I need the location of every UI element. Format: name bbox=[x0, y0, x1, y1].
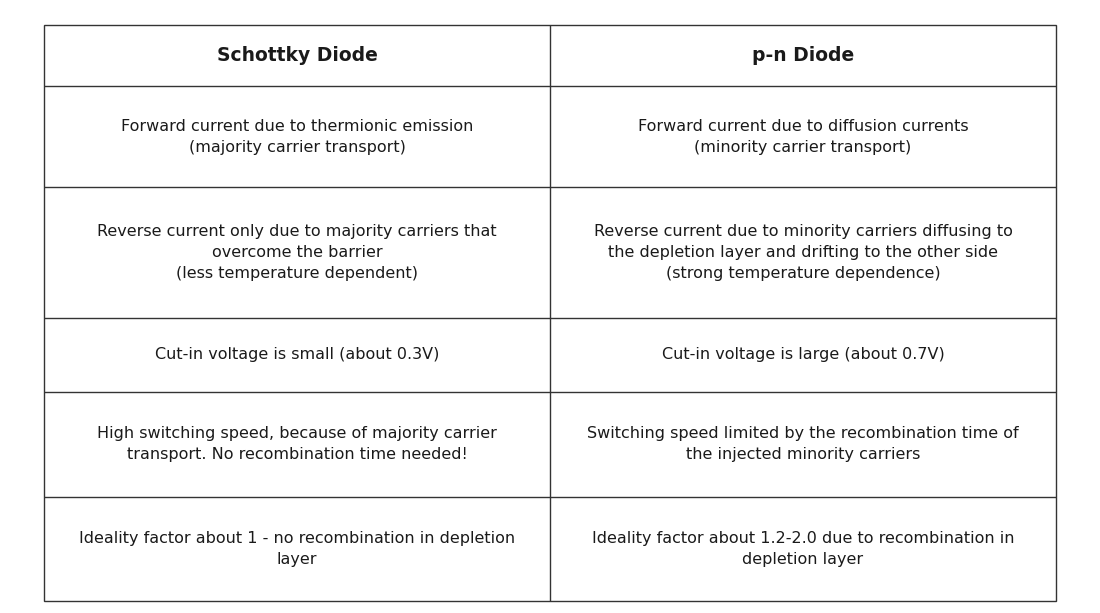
Text: High switching speed, because of majority carrier
transport. No recombination ti: High switching speed, because of majorit… bbox=[97, 427, 497, 462]
FancyBboxPatch shape bbox=[44, 25, 1056, 601]
Text: Forward current due to thermionic emission
(majority carrier transport): Forward current due to thermionic emissi… bbox=[121, 119, 473, 155]
Text: Ideality factor about 1 - no recombination in depletion
layer: Ideality factor about 1 - no recombinati… bbox=[79, 531, 515, 566]
Text: p-n Diode: p-n Diode bbox=[752, 46, 854, 65]
Text: Reverse current due to minority carriers diffusing to
the depletion layer and dr: Reverse current due to minority carriers… bbox=[594, 224, 1012, 281]
Text: Schottky Diode: Schottky Diode bbox=[217, 46, 377, 65]
Text: Reverse current only due to majority carriers that
overcome the barrier
(less te: Reverse current only due to majority car… bbox=[97, 224, 497, 281]
Text: Switching speed limited by the recombination time of
the injected minority carri: Switching speed limited by the recombina… bbox=[587, 427, 1019, 462]
Text: Ideality factor about 1.2-2.0 due to recombination in
depletion layer: Ideality factor about 1.2-2.0 due to rec… bbox=[592, 531, 1014, 566]
Text: Forward current due to diffusion currents
(minority carrier transport): Forward current due to diffusion current… bbox=[638, 119, 968, 155]
Text: Cut-in voltage is large (about 0.7V): Cut-in voltage is large (about 0.7V) bbox=[661, 348, 945, 362]
Text: Cut-in voltage is small (about 0.3V): Cut-in voltage is small (about 0.3V) bbox=[155, 348, 439, 362]
